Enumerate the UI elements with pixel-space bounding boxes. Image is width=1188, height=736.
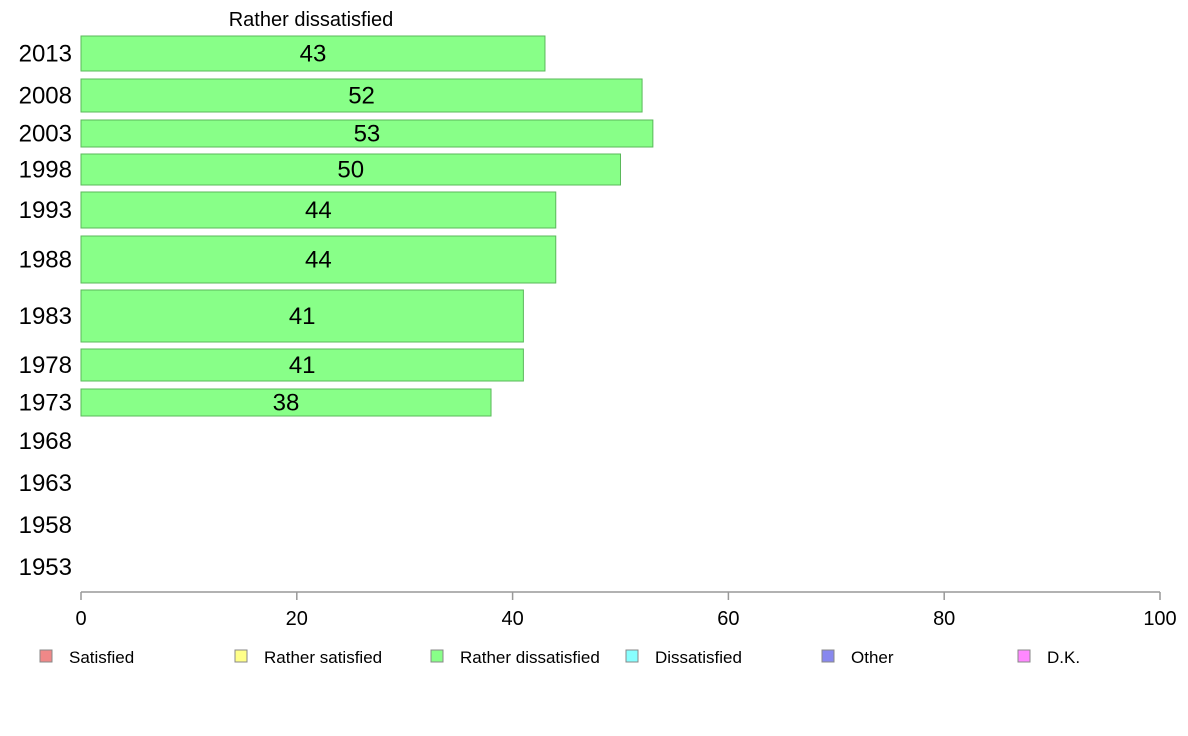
- bar-1998: [80, 153, 621, 186]
- legend-label-3: Dissatisfied: [655, 648, 742, 667]
- legend-swatch-3: [625, 649, 639, 663]
- y-tick-label-1998: 1998: [19, 157, 72, 184]
- legend-swatch-5: [1017, 649, 1031, 663]
- bar-value-label-1988: 44: [305, 247, 332, 274]
- y-tick-label-1973: 1973: [19, 390, 72, 417]
- y-tick-label-2008: 2008: [19, 83, 72, 110]
- x-tick-label-80: 80: [933, 608, 955, 630]
- legend-swatch-2: [430, 649, 444, 663]
- x-tick-label-20: 20: [286, 608, 308, 630]
- legend-label-2: Rather dissatisfied: [460, 648, 600, 667]
- y-tick-label-1993: 1993: [19, 197, 72, 224]
- bar-value-label-2003: 53: [354, 121, 381, 148]
- legend-swatch-1: [234, 649, 248, 663]
- legend-label-5: D.K.: [1047, 648, 1080, 667]
- y-tick-label-1988: 1988: [19, 247, 72, 274]
- bar-value-label-1993: 44: [305, 197, 332, 224]
- bar-1993: [80, 191, 557, 229]
- legend-label-1: Rather satisfied: [264, 648, 382, 667]
- bar-value-label-1978: 41: [289, 352, 316, 379]
- bar-value-label-1998: 50: [337, 157, 364, 184]
- bar-2003: [80, 119, 654, 148]
- x-tick-label-60: 60: [717, 608, 739, 630]
- x-tick-label-100: 100: [1143, 608, 1176, 630]
- legend-label-0: Satisfied: [69, 648, 134, 667]
- legend-swatch-4: [821, 649, 835, 663]
- bar-value-label-1983: 41: [289, 303, 316, 330]
- y-tick-label-1963: 1963: [19, 470, 72, 497]
- legend: Satisfied Rather satisfied Rather dissatis…: [39, 648, 1080, 667]
- y-tick-label-1953: 1953: [19, 554, 72, 581]
- x-tick-label-0: 0: [75, 608, 86, 630]
- bar-value-label-1973: 38: [273, 390, 300, 417]
- y-tick-label-1978: 1978: [19, 352, 72, 379]
- legend-label-4: Other: [851, 648, 894, 667]
- bar-1973: [80, 388, 492, 417]
- y-tick-label-2013: 2013: [19, 41, 72, 68]
- y-tick-label-2003: 2003: [19, 121, 72, 148]
- chart-title: Rather dissatisfied: [229, 9, 394, 31]
- bar-1978: [80, 348, 524, 382]
- y-tick-label-1958: 1958: [19, 512, 72, 539]
- bars-layer: 2013 43 2008 52 2003 53 1998 50 1993 44 1988 44 1983…: [19, 35, 654, 581]
- y-tick-label-1968: 1968: [19, 428, 72, 455]
- bar-value-label-2013: 43: [300, 41, 327, 68]
- bar-1983: [80, 289, 524, 343]
- bar-1988: [80, 235, 557, 284]
- bar-2008: [80, 78, 643, 113]
- bar-value-label-2008: 52: [348, 83, 375, 110]
- y-tick-label-1983: 1983: [19, 303, 72, 330]
- bar-2013: [80, 35, 546, 72]
- x-tick-label-40: 40: [501, 608, 523, 630]
- x-axis: 0 20 40 60 80 100: [75, 591, 1177, 630]
- legend-swatch-0: [39, 649, 53, 663]
